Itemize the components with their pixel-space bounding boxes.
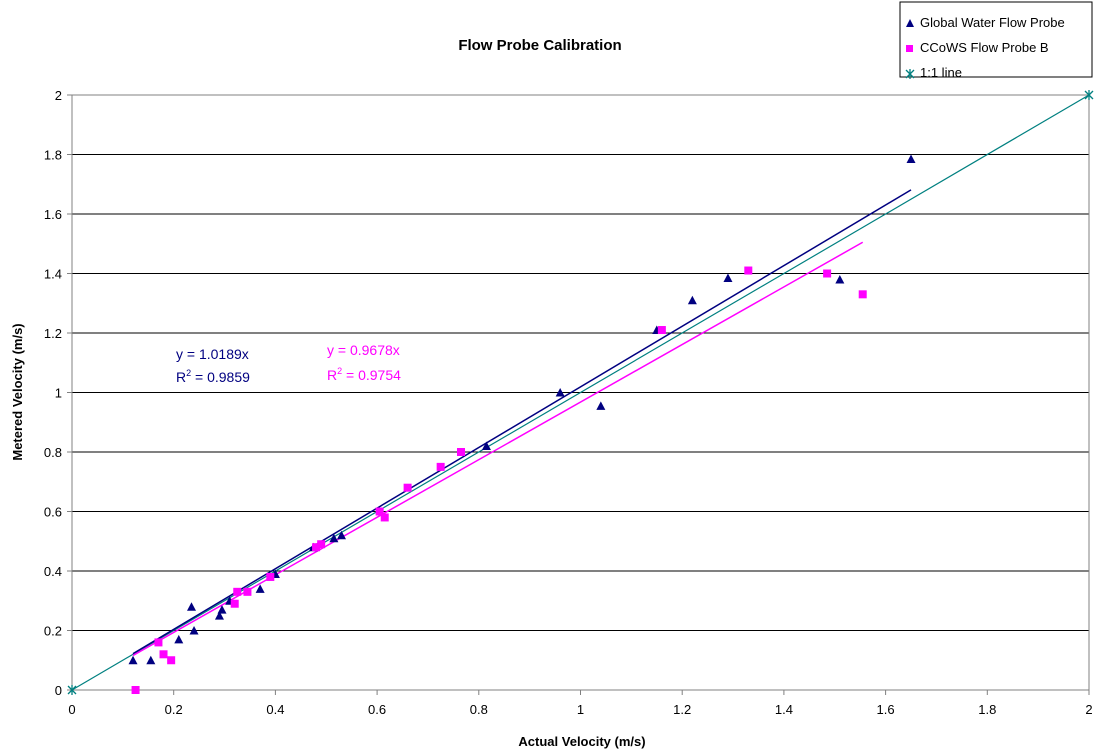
global-point-8: [255, 584, 265, 593]
ccows-point-17: [823, 269, 832, 278]
trendline-r2-ccows: R2 = 0.9754: [327, 366, 401, 383]
ccows-point-2: [159, 650, 168, 659]
x-tick-label-8: 1.6: [877, 702, 895, 717]
r2-label-global: R: [176, 369, 186, 385]
global-point-2: [174, 634, 184, 644]
x-tick-label-7: 1.4: [775, 702, 793, 717]
y-axis-title: Metered Velocity (m/s): [10, 323, 25, 460]
r2-superscript-ccows: 2: [337, 366, 342, 376]
y-tick-label-1: 0.2: [44, 624, 62, 639]
legend-box: [899, 1, 1093, 78]
data-markers: [67, 90, 1094, 695]
legend-label-global: Global Water Flow Probe: [920, 15, 1065, 30]
legend: Global Water Flow Probe CCoWS Flow Probe…: [899, 1, 1093, 80]
ccows-point-18: [858, 290, 867, 299]
y-tick-label-10: 2: [55, 88, 62, 103]
global-point-0: [128, 655, 138, 665]
y-tick-label-9: 1.8: [44, 148, 62, 163]
x-tick-label-1: 0.2: [165, 702, 183, 717]
trendline-equation-ccows: y = 0.9678x: [327, 342, 400, 358]
trendline-equation-global: y = 1.0189x: [176, 346, 249, 362]
global-point-12: [337, 530, 347, 540]
global-point-13: [481, 441, 491, 451]
legend-square-marker: [906, 45, 913, 52]
r2-value-global: = 0.9859: [191, 369, 250, 385]
x-tick-label-9: 1.8: [978, 702, 996, 717]
x-tick-label-3: 0.6: [368, 702, 386, 717]
global-point-20: [906, 154, 916, 163]
legend-asterisk-marker: [905, 69, 915, 79]
trendline-ccows: [132, 241, 864, 657]
global-point-1: [146, 655, 156, 665]
legend-triangle-marker: [906, 19, 914, 27]
y-tick-label-3: 0.6: [44, 505, 62, 520]
trendline-global: [132, 189, 912, 655]
y-tick-label-6: 1.2: [44, 326, 62, 341]
x-tick-label-0: 0: [68, 702, 75, 717]
x-tick-label-5: 1: [577, 702, 584, 717]
r2-superscript-global: 2: [186, 368, 191, 378]
legend-item-global: Global Water Flow Probe: [906, 15, 1065, 30]
legend-item-ccows: CCoWS Flow Probe B: [906, 40, 1049, 55]
ccows-point-5: [233, 587, 242, 596]
ccows-point-8: [312, 543, 321, 552]
trendline-r2-global: R2 = 0.9859: [176, 368, 250, 385]
ccows-point-1: [154, 638, 163, 647]
ccows-point-14: [457, 448, 466, 456]
y-tick-label-2: 0.4: [44, 564, 62, 579]
global-point-15: [596, 401, 606, 410]
x-tick-label-4: 0.8: [470, 702, 488, 717]
ccows-point-4: [230, 599, 239, 608]
one-to-one-point-0: [67, 685, 77, 695]
y-tick-label-8: 1.6: [44, 207, 62, 222]
ccows-point-13: [436, 462, 445, 471]
x-tick-label-10: 2: [1085, 702, 1092, 717]
legend-item-1to1: 1:1 line: [905, 65, 962, 80]
ccows-point-7: [266, 572, 275, 581]
global-point-18: [723, 273, 733, 282]
ccows-point-6: [243, 587, 252, 596]
global-point-3: [186, 602, 196, 611]
global-point-4: [189, 626, 199, 635]
trendline-equations: y = 1.0189x R2 = 0.9859 y = 0.9678x R2 =…: [176, 342, 401, 385]
trend-lines: [71, 94, 1090, 691]
x-tick-label-2: 0.4: [266, 702, 284, 717]
ccows-point-3: [167, 656, 176, 665]
legend-label-ccows: CCoWS Flow Probe B: [920, 40, 1049, 55]
ccows-point-9: [317, 540, 326, 549]
legend-label-1to1: 1:1 line: [920, 65, 962, 80]
y-tick-label-5: 1: [55, 386, 62, 401]
one-to-one-line: [71, 94, 1090, 691]
x-tick-label-6: 1.2: [673, 702, 691, 717]
ccows-point-11: [380, 513, 389, 522]
r2-value-ccows: = 0.9754: [342, 367, 401, 383]
y-tick-label-7: 1.4: [44, 267, 62, 282]
global-point-19: [835, 274, 845, 284]
global-point-14: [555, 388, 565, 397]
y-tick-label-0: 0: [55, 683, 62, 698]
x-axis: 0 0.2 0.4 0.6 0.8 1 1.2 1.4 1.6 1.8 2: [68, 690, 1093, 717]
ccows-point-0: [131, 686, 140, 694]
ccows-point-12: [403, 483, 412, 492]
ccows-point-10: [375, 507, 384, 516]
global-point-11: [329, 533, 339, 543]
global-point-17: [687, 295, 697, 305]
global-point-5: [214, 611, 224, 620]
one-to-one-point-1: [1084, 90, 1094, 100]
ccows-point-15: [657, 326, 666, 335]
global-point-6: [217, 605, 227, 614]
x-axis-title: Actual Velocity (m/s): [518, 734, 645, 749]
chart-title: Flow Probe Calibration: [458, 37, 621, 54]
ccows-point-16: [744, 266, 753, 275]
y-tick-label-4: 0.8: [44, 445, 62, 460]
y-axis: 0 0.2 0.4 0.6 0.8 1 1.2 1.4 1.6 1.8 2: [44, 88, 72, 698]
r2-label-ccows: R: [327, 367, 337, 383]
